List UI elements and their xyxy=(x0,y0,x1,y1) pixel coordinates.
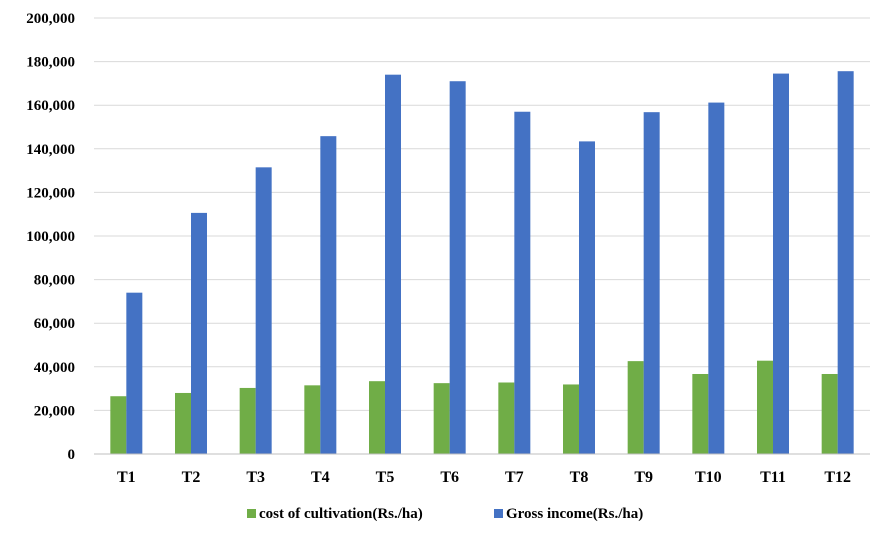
y-tick-label: 40,000 xyxy=(34,360,75,376)
legend-swatch-gross xyxy=(494,509,503,518)
x-tick-label: T3 xyxy=(246,469,265,486)
y-tick-label: 100,000 xyxy=(26,229,75,245)
bar-cost-t3[interactable] xyxy=(239,387,256,454)
bar-gross-t5[interactable] xyxy=(385,74,401,455)
legend-label-cost: cost of cultivation(Rs./ha) xyxy=(259,506,423,522)
bar-cost-t8[interactable] xyxy=(563,384,579,454)
bars xyxy=(110,71,854,455)
x-tick-label: T1 xyxy=(117,469,136,486)
bar-gross-t3[interactable] xyxy=(255,167,272,454)
y-tick-label: 140,000 xyxy=(26,142,75,158)
legend-swatch-cost xyxy=(247,509,256,518)
y-tick-label: 20,000 xyxy=(34,403,75,419)
bar-cost-t6[interactable] xyxy=(433,383,450,454)
x-tick-label: T5 xyxy=(376,469,395,486)
y-tick-label: 200,000 xyxy=(26,11,75,27)
bar-cost-t12[interactable] xyxy=(821,373,838,454)
bar-cost-t5[interactable] xyxy=(369,381,385,454)
bar-gross-t10[interactable] xyxy=(708,102,725,455)
bar-gross-t6[interactable] xyxy=(449,81,466,454)
x-tick-label: T4 xyxy=(311,469,330,486)
x-tick-label: T7 xyxy=(505,469,524,486)
x-tick-label: T11 xyxy=(760,469,786,486)
x-tick-label: T6 xyxy=(440,469,459,486)
bar-cost-t7[interactable] xyxy=(498,382,515,454)
x-tick-label: T12 xyxy=(824,469,851,486)
bar-cost-t4[interactable] xyxy=(304,385,321,454)
x-tick-label: T2 xyxy=(182,469,201,486)
y-tick-label: 120,000 xyxy=(26,185,75,201)
bar-cost-t2[interactable] xyxy=(175,392,191,454)
legend-label-gross: Gross income(Rs./ha) xyxy=(506,506,643,522)
bar-cost-t11[interactable] xyxy=(757,360,773,454)
bar-cost-t1[interactable] xyxy=(110,396,127,454)
y-tick-label: 0 xyxy=(68,447,76,463)
y-tick-label: 60,000 xyxy=(34,316,75,332)
bar-cost-t10[interactable] xyxy=(692,373,709,454)
x-tick-label: T8 xyxy=(570,469,589,486)
bar-gross-t8[interactable] xyxy=(579,141,595,454)
x-tick-label: T9 xyxy=(634,469,653,486)
gridlines xyxy=(94,17,870,455)
y-tick-label: 160,000 xyxy=(26,98,75,114)
legend: cost of cultivation(Rs./ha) Gross income(… xyxy=(247,506,643,522)
x-tick-label: T10 xyxy=(695,469,722,486)
bar-gross-t1[interactable] xyxy=(126,292,143,454)
bar-cost-t9[interactable] xyxy=(627,361,644,454)
y-tick-label: 80,000 xyxy=(34,273,75,289)
y-tick-label: 180,000 xyxy=(26,55,75,71)
bar-gross-t11[interactable] xyxy=(773,73,789,454)
bar-gross-t12[interactable] xyxy=(837,71,854,454)
bar-gross-t7[interactable] xyxy=(514,111,531,455)
bar-gross-t2[interactable] xyxy=(191,212,207,454)
bar-gross-t9[interactable] xyxy=(643,112,660,455)
axes: 0 20,000 40,000 60,000 80,000 100,000 120,000 1… xyxy=(26,11,870,486)
bar-gross-t4[interactable] xyxy=(320,136,337,454)
